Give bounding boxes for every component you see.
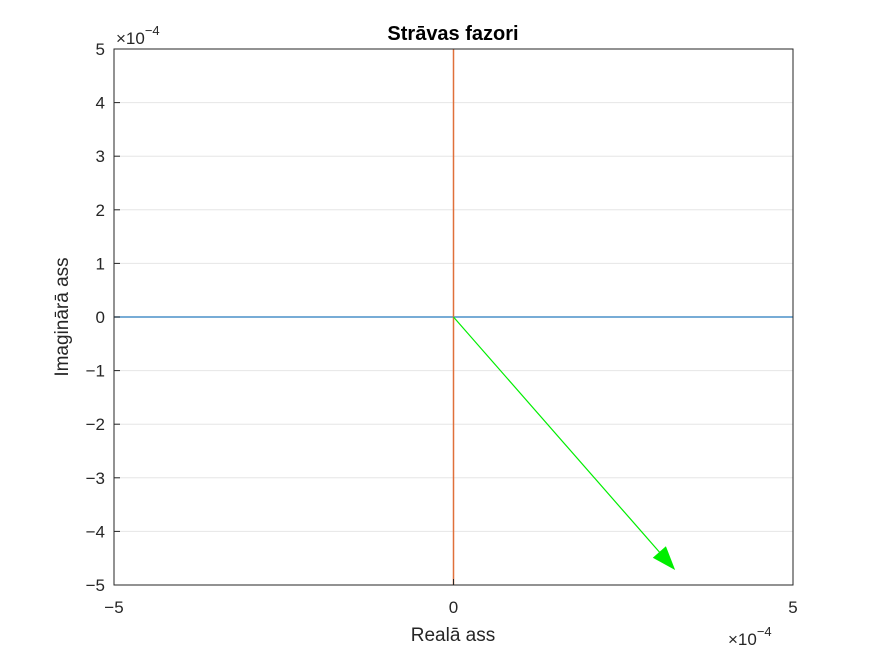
y-tick-label: 4 bbox=[96, 94, 105, 113]
y-multiplier-base: ×10 bbox=[116, 29, 145, 48]
x-tick-label: −5 bbox=[104, 598, 123, 617]
x-tick-label: 0 bbox=[449, 598, 458, 617]
y-tick-label: 0 bbox=[96, 308, 105, 327]
y-tick-label: −3 bbox=[86, 469, 105, 488]
chart-title: Strāvas fazori bbox=[387, 23, 518, 45]
y-tick-label: 5 bbox=[96, 40, 105, 59]
y-tick-label: 3 bbox=[96, 147, 105, 166]
series-layer bbox=[114, 49, 793, 585]
x-axis-label: Realā ass bbox=[411, 625, 496, 646]
y-axis-label: Imaginārā ass bbox=[52, 257, 73, 376]
y-tick-label: −1 bbox=[86, 362, 105, 381]
y-tick-labels: 5 4 3 2 1 0 −1 −2 −3 −4 −5 bbox=[86, 40, 105, 595]
x-tick-label: 5 bbox=[788, 598, 797, 617]
y-multiplier-exponent: −4 bbox=[145, 23, 160, 38]
x-multiplier-base: ×10 bbox=[728, 630, 757, 649]
y-tick-label: −4 bbox=[86, 522, 105, 541]
phasor-arrow-shaft bbox=[453, 316, 661, 553]
x-tick-labels: −5 0 5 bbox=[104, 598, 797, 617]
x-axis-multiplier: ×10−4 bbox=[728, 624, 772, 649]
tick-marks bbox=[113, 48, 794, 586]
phasor-arrow bbox=[453, 316, 676, 571]
y-tick-label: 1 bbox=[96, 254, 105, 273]
y-tick-label: −2 bbox=[86, 415, 105, 434]
x-multiplier-exponent: −4 bbox=[757, 624, 772, 639]
y-axis-multiplier: ×10−4 bbox=[116, 23, 160, 48]
y-tick-label: 2 bbox=[96, 201, 105, 220]
phasor-arrow-head bbox=[652, 546, 676, 571]
y-tick-label: −5 bbox=[86, 576, 105, 595]
